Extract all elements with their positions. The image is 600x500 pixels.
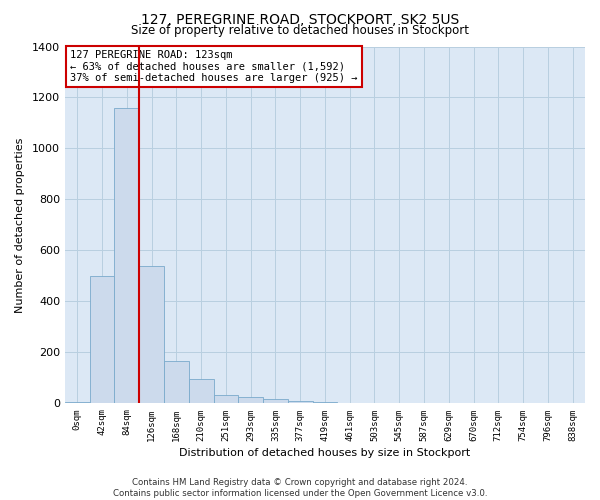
X-axis label: Distribution of detached houses by size in Stockport: Distribution of detached houses by size … bbox=[179, 448, 470, 458]
Bar bbox=[65, 402, 89, 404]
Text: 127 PEREGRINE ROAD: 123sqm
← 63% of detached houses are smaller (1,592)
37% of s: 127 PEREGRINE ROAD: 123sqm ← 63% of deta… bbox=[70, 50, 358, 84]
Text: 127, PEREGRINE ROAD, STOCKPORT, SK2 5US: 127, PEREGRINE ROAD, STOCKPORT, SK2 5US bbox=[141, 12, 459, 26]
Bar bbox=[288, 402, 313, 404]
Bar bbox=[89, 276, 115, 404]
Text: Size of property relative to detached houses in Stockport: Size of property relative to detached ho… bbox=[131, 24, 469, 37]
Bar bbox=[139, 266, 164, 404]
Bar bbox=[263, 399, 288, 404]
Bar bbox=[214, 396, 238, 404]
Bar bbox=[164, 362, 189, 404]
Text: Contains HM Land Registry data © Crown copyright and database right 2024.
Contai: Contains HM Land Registry data © Crown c… bbox=[113, 478, 487, 498]
Bar bbox=[115, 108, 139, 404]
Bar bbox=[238, 397, 263, 404]
Y-axis label: Number of detached properties: Number of detached properties bbox=[15, 138, 25, 312]
Bar bbox=[313, 402, 337, 404]
Bar bbox=[189, 379, 214, 404]
